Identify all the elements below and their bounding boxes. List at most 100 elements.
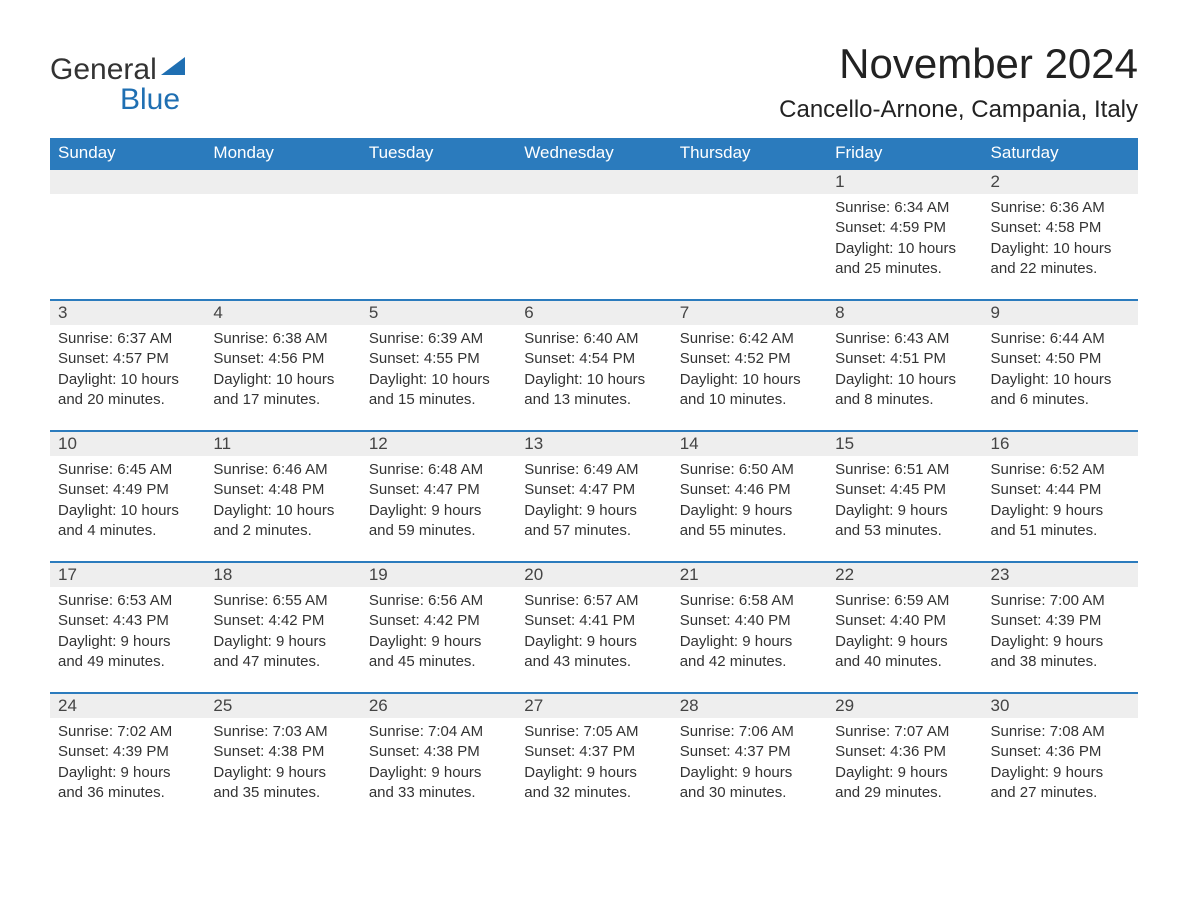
day-number: 10 xyxy=(50,432,205,456)
daylight: Daylight: 9 hours and 57 minutes. xyxy=(524,501,663,542)
daylight: Daylight: 10 hours and 6 minutes. xyxy=(991,370,1130,411)
day-cell: 21Sunrise: 6:58 AMSunset: 4:40 PMDayligh… xyxy=(672,563,827,678)
sunrise: Sunrise: 6:34 AM xyxy=(835,198,974,218)
day-number: 26 xyxy=(361,694,516,718)
day-cell: 18Sunrise: 6:55 AMSunset: 4:42 PMDayligh… xyxy=(205,563,360,678)
day-info: Sunrise: 6:39 AMSunset: 4:55 PMDaylight:… xyxy=(361,325,516,410)
day-number: 20 xyxy=(516,563,671,587)
day-info: Sunrise: 6:46 AMSunset: 4:48 PMDaylight:… xyxy=(205,456,360,541)
sunrise: Sunrise: 6:45 AM xyxy=(58,460,197,480)
daylight: Daylight: 9 hours and 30 minutes. xyxy=(680,763,819,804)
day-cell: 16Sunrise: 6:52 AMSunset: 4:44 PMDayligh… xyxy=(983,432,1138,547)
day-info: Sunrise: 6:40 AMSunset: 4:54 PMDaylight:… xyxy=(516,325,671,410)
sunset: Sunset: 4:37 PM xyxy=(680,742,819,762)
sunrise: Sunrise: 6:42 AM xyxy=(680,329,819,349)
sunrise: Sunrise: 7:06 AM xyxy=(680,722,819,742)
sunrise: Sunrise: 6:37 AM xyxy=(58,329,197,349)
sunrise: Sunrise: 6:40 AM xyxy=(524,329,663,349)
day-header-friday: Friday xyxy=(827,138,982,168)
day-cell xyxy=(205,170,360,285)
daylight: Daylight: 9 hours and 40 minutes. xyxy=(835,632,974,673)
day-number: 14 xyxy=(672,432,827,456)
day-number: 24 xyxy=(50,694,205,718)
day-number-empty xyxy=(516,170,671,194)
sunrise: Sunrise: 7:04 AM xyxy=(369,722,508,742)
day-number: 23 xyxy=(983,563,1138,587)
day-number: 27 xyxy=(516,694,671,718)
day-number: 7 xyxy=(672,301,827,325)
sunset: Sunset: 4:51 PM xyxy=(835,349,974,369)
day-info: Sunrise: 6:38 AMSunset: 4:56 PMDaylight:… xyxy=(205,325,360,410)
day-cell: 23Sunrise: 7:00 AMSunset: 4:39 PMDayligh… xyxy=(983,563,1138,678)
day-info: Sunrise: 6:51 AMSunset: 4:45 PMDaylight:… xyxy=(827,456,982,541)
day-number: 25 xyxy=(205,694,360,718)
day-cell: 2Sunrise: 6:36 AMSunset: 4:58 PMDaylight… xyxy=(983,170,1138,285)
day-number-empty xyxy=(50,170,205,194)
day-number: 21 xyxy=(672,563,827,587)
day-info: Sunrise: 7:06 AMSunset: 4:37 PMDaylight:… xyxy=(672,718,827,803)
day-number: 28 xyxy=(672,694,827,718)
location: Cancello-Arnone, Campania, Italy xyxy=(779,96,1138,124)
day-info: Sunrise: 7:00 AMSunset: 4:39 PMDaylight:… xyxy=(983,587,1138,672)
daylight: Daylight: 9 hours and 45 minutes. xyxy=(369,632,508,673)
day-cell: 19Sunrise: 6:56 AMSunset: 4:42 PMDayligh… xyxy=(361,563,516,678)
daylight: Daylight: 10 hours and 17 minutes. xyxy=(213,370,352,411)
sunrise: Sunrise: 6:53 AM xyxy=(58,591,197,611)
day-cell: 30Sunrise: 7:08 AMSunset: 4:36 PMDayligh… xyxy=(983,694,1138,809)
day-cell: 28Sunrise: 7:06 AMSunset: 4:37 PMDayligh… xyxy=(672,694,827,809)
day-number: 22 xyxy=(827,563,982,587)
daylight: Daylight: 9 hours and 32 minutes. xyxy=(524,763,663,804)
sunrise: Sunrise: 6:46 AM xyxy=(213,460,352,480)
daylight: Daylight: 9 hours and 27 minutes. xyxy=(991,763,1130,804)
sunset: Sunset: 4:39 PM xyxy=(58,742,197,762)
day-cell: 24Sunrise: 7:02 AMSunset: 4:39 PMDayligh… xyxy=(50,694,205,809)
day-number: 15 xyxy=(827,432,982,456)
daylight: Daylight: 9 hours and 59 minutes. xyxy=(369,501,508,542)
sunrise: Sunrise: 7:02 AM xyxy=(58,722,197,742)
sail-icon xyxy=(159,55,187,82)
sunset: Sunset: 4:44 PM xyxy=(991,480,1130,500)
week-row: 17Sunrise: 6:53 AMSunset: 4:43 PMDayligh… xyxy=(50,561,1138,678)
day-number: 9 xyxy=(983,301,1138,325)
sunrise: Sunrise: 6:48 AM xyxy=(369,460,508,480)
sunrise: Sunrise: 6:58 AM xyxy=(680,591,819,611)
day-info: Sunrise: 6:34 AMSunset: 4:59 PMDaylight:… xyxy=(827,194,982,279)
day-info: Sunrise: 6:59 AMSunset: 4:40 PMDaylight:… xyxy=(827,587,982,672)
sunrise: Sunrise: 6:51 AM xyxy=(835,460,974,480)
day-info: Sunrise: 6:49 AMSunset: 4:47 PMDaylight:… xyxy=(516,456,671,541)
week-row: 24Sunrise: 7:02 AMSunset: 4:39 PMDayligh… xyxy=(50,692,1138,809)
day-cell: 27Sunrise: 7:05 AMSunset: 4:37 PMDayligh… xyxy=(516,694,671,809)
day-number: 6 xyxy=(516,301,671,325)
day-number: 13 xyxy=(516,432,671,456)
sunset: Sunset: 4:59 PM xyxy=(835,218,974,238)
day-info: Sunrise: 7:07 AMSunset: 4:36 PMDaylight:… xyxy=(827,718,982,803)
sunrise: Sunrise: 6:44 AM xyxy=(991,329,1130,349)
day-cell: 8Sunrise: 6:43 AMSunset: 4:51 PMDaylight… xyxy=(827,301,982,416)
daylight: Daylight: 9 hours and 29 minutes. xyxy=(835,763,974,804)
day-header-wednesday: Wednesday xyxy=(516,138,671,168)
day-header-tuesday: Tuesday xyxy=(361,138,516,168)
day-info: Sunrise: 6:58 AMSunset: 4:40 PMDaylight:… xyxy=(672,587,827,672)
sunset: Sunset: 4:39 PM xyxy=(991,611,1130,631)
sunset: Sunset: 4:56 PM xyxy=(213,349,352,369)
day-cell xyxy=(516,170,671,285)
sunset: Sunset: 4:58 PM xyxy=(991,218,1130,238)
day-info: Sunrise: 6:53 AMSunset: 4:43 PMDaylight:… xyxy=(50,587,205,672)
daylight: Daylight: 10 hours and 20 minutes. xyxy=(58,370,197,411)
day-info: Sunrise: 6:37 AMSunset: 4:57 PMDaylight:… xyxy=(50,325,205,410)
day-header-monday: Monday xyxy=(205,138,360,168)
day-cell xyxy=(361,170,516,285)
day-cell: 26Sunrise: 7:04 AMSunset: 4:38 PMDayligh… xyxy=(361,694,516,809)
day-info: Sunrise: 7:02 AMSunset: 4:39 PMDaylight:… xyxy=(50,718,205,803)
day-cell: 15Sunrise: 6:51 AMSunset: 4:45 PMDayligh… xyxy=(827,432,982,547)
title-block: November 2024 Cancello-Arnone, Campania,… xyxy=(779,40,1138,124)
daylight: Daylight: 9 hours and 47 minutes. xyxy=(213,632,352,673)
day-cell: 29Sunrise: 7:07 AMSunset: 4:36 PMDayligh… xyxy=(827,694,982,809)
day-cell: 25Sunrise: 7:03 AMSunset: 4:38 PMDayligh… xyxy=(205,694,360,809)
day-number-empty xyxy=(672,170,827,194)
day-info: Sunrise: 6:45 AMSunset: 4:49 PMDaylight:… xyxy=(50,456,205,541)
sunset: Sunset: 4:43 PM xyxy=(58,611,197,631)
day-info: Sunrise: 6:55 AMSunset: 4:42 PMDaylight:… xyxy=(205,587,360,672)
daylight: Daylight: 9 hours and 51 minutes. xyxy=(991,501,1130,542)
sunset: Sunset: 4:36 PM xyxy=(835,742,974,762)
